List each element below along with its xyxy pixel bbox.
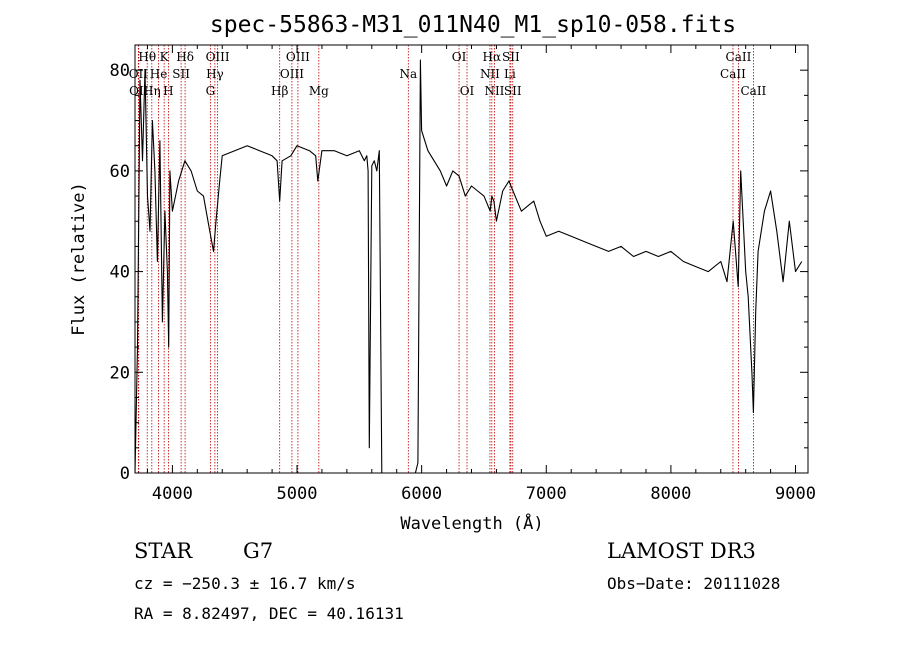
x-tick-label-3: 7000 — [526, 484, 567, 504]
y-tick-label-0: 0 — [120, 464, 130, 484]
line-label-4: OIII — [286, 50, 310, 64]
line-label-9: OII — [129, 67, 149, 81]
line-label-23: Mg — [309, 84, 329, 98]
y-tick-label-4: 80 — [110, 61, 130, 81]
line-label-7: SII — [502, 50, 520, 64]
line-label-11: SII — [172, 67, 190, 81]
line-label-21: G — [206, 84, 216, 98]
x-tick-label-1: 5000 — [277, 484, 318, 504]
line-label-0: Hθ — [138, 50, 156, 64]
spectral-subclass: G7 — [243, 539, 274, 563]
x-tick-label-2: 6000 — [401, 484, 442, 504]
chart-title: spec-55863-M31_011N40_M1_sp10-058.fits — [210, 12, 736, 38]
line-label-3: OIII — [206, 50, 230, 64]
line-label-22: Hβ — [271, 84, 288, 98]
x-tick-label-4: 8000 — [650, 484, 691, 504]
line-label-8: CaII — [726, 50, 752, 64]
coordinates: RA = 8.82497, DEC = 40.16131 — [134, 604, 404, 623]
line-label-1: K — [160, 50, 170, 64]
line-label-12: Hγ — [206, 67, 224, 81]
line-label-24: OI — [460, 84, 475, 98]
survey-name: LAMOST DR3 — [607, 539, 756, 563]
line-label-16: Li — [504, 67, 516, 81]
line-label-17: CaII — [720, 67, 746, 81]
y-tick-label-2: 40 — [110, 263, 130, 283]
line-label-10: He — [150, 67, 168, 81]
line-label-14: Na — [399, 67, 417, 81]
line-label-27: CaII — [740, 84, 766, 98]
y-axis-label: Flux (relative) — [69, 182, 89, 336]
line-label-6: Hα — [483, 50, 502, 64]
line-label-19: Hη — [143, 84, 161, 98]
object-class: STAR — [134, 539, 193, 563]
x-tick-label-5: 9000 — [775, 484, 816, 504]
y-tick-label-3: 60 — [110, 162, 130, 182]
line-label-15: NII — [480, 67, 500, 81]
redshift-cz: cz = −250.3 ± 16.7 km/s — [134, 574, 356, 593]
line-label-26: SII — [504, 84, 522, 98]
line-label-20: H — [163, 84, 173, 98]
plot-frame — [134, 44, 809, 474]
line-label-5: OI — [452, 50, 467, 64]
line-label-18: OII — [129, 84, 149, 98]
series-line-0 — [134, 59, 803, 474]
observation-date: Obs−Date: 20111028 — [607, 574, 781, 593]
x-axis-label: Wavelength (Å) — [400, 512, 543, 534]
y-tick-label-1: 20 — [110, 363, 130, 383]
x-tick-label-0: 4000 — [152, 484, 193, 504]
line-label-25: NII — [484, 84, 504, 98]
line-label-13: OIII — [280, 67, 304, 81]
line-label-2: Hδ — [176, 50, 194, 64]
